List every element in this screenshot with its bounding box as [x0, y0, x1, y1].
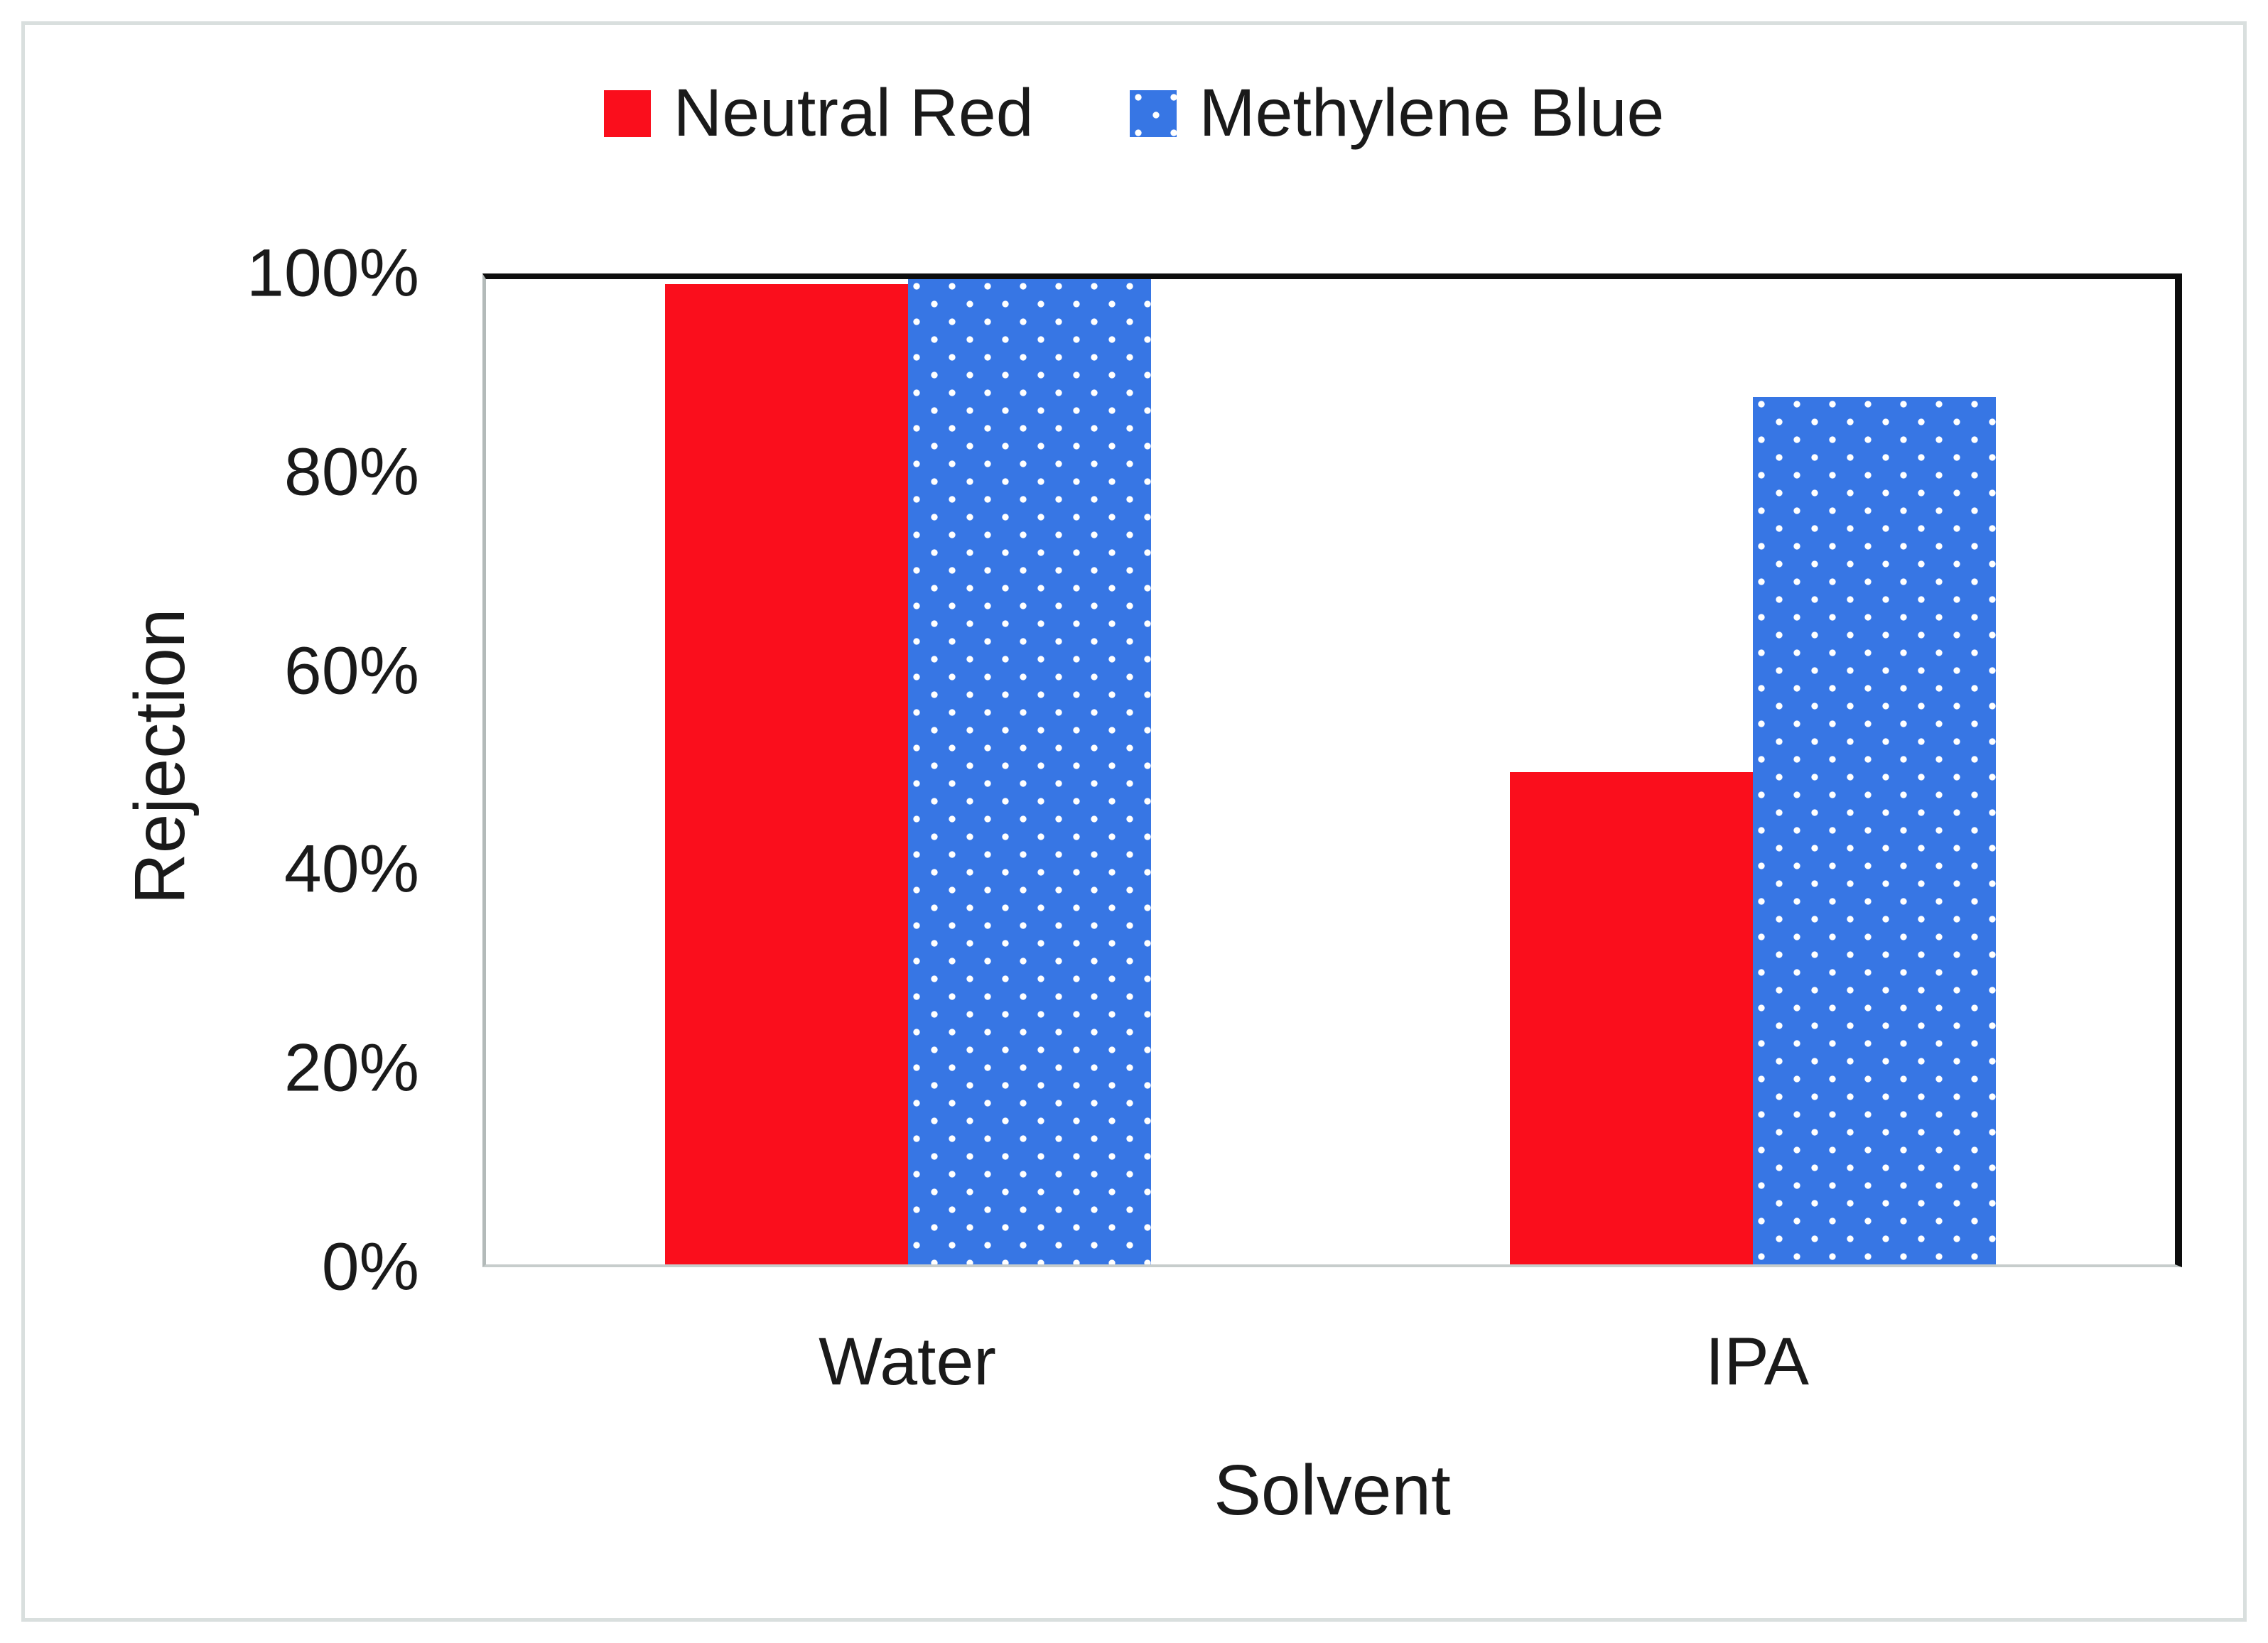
bar-water-methylene-blue [908, 279, 1152, 1264]
y-tick-label-20: 20% [284, 1030, 419, 1106]
y-tick-label-0: 0% [321, 1229, 419, 1305]
y-tick-label-40: 40% [284, 831, 419, 907]
category-label-water: Water [819, 1324, 996, 1399]
y-tick-labels: 100% 80% 60% 40% 20% 0% [163, 239, 419, 1301]
y-axis-title: Rejection [120, 608, 200, 905]
legend-swatch-neutral-red [603, 90, 651, 137]
legend-label-neutral-red: Neutral Red [673, 75, 1034, 151]
y-tick-label-80: 80% [284, 434, 419, 510]
bar-ipa-methylene-blue [1752, 397, 1996, 1264]
bar-ipa-neutral-red [1509, 771, 1753, 1264]
legend: Neutral Red Methylene Blue [0, 80, 2268, 147]
legend-label-methylene-blue: Methylene Blue [1199, 75, 1665, 151]
y-tick-label-60: 60% [284, 633, 419, 709]
legend-item-methylene-blue: Methylene Blue [1129, 75, 1665, 151]
y-tick-label-100: 100% [247, 235, 419, 311]
x-category-labels: Water IPA [482, 1328, 2182, 1414]
category-label-ipa: IPA [1705, 1324, 1810, 1399]
bar-water-neutral-red [665, 283, 909, 1264]
plot-area [482, 273, 2182, 1267]
legend-item-neutral-red: Neutral Red [603, 75, 1034, 151]
x-axis-title: Solvent [1214, 1450, 1451, 1530]
legend-swatch-methylene-blue [1129, 90, 1177, 137]
